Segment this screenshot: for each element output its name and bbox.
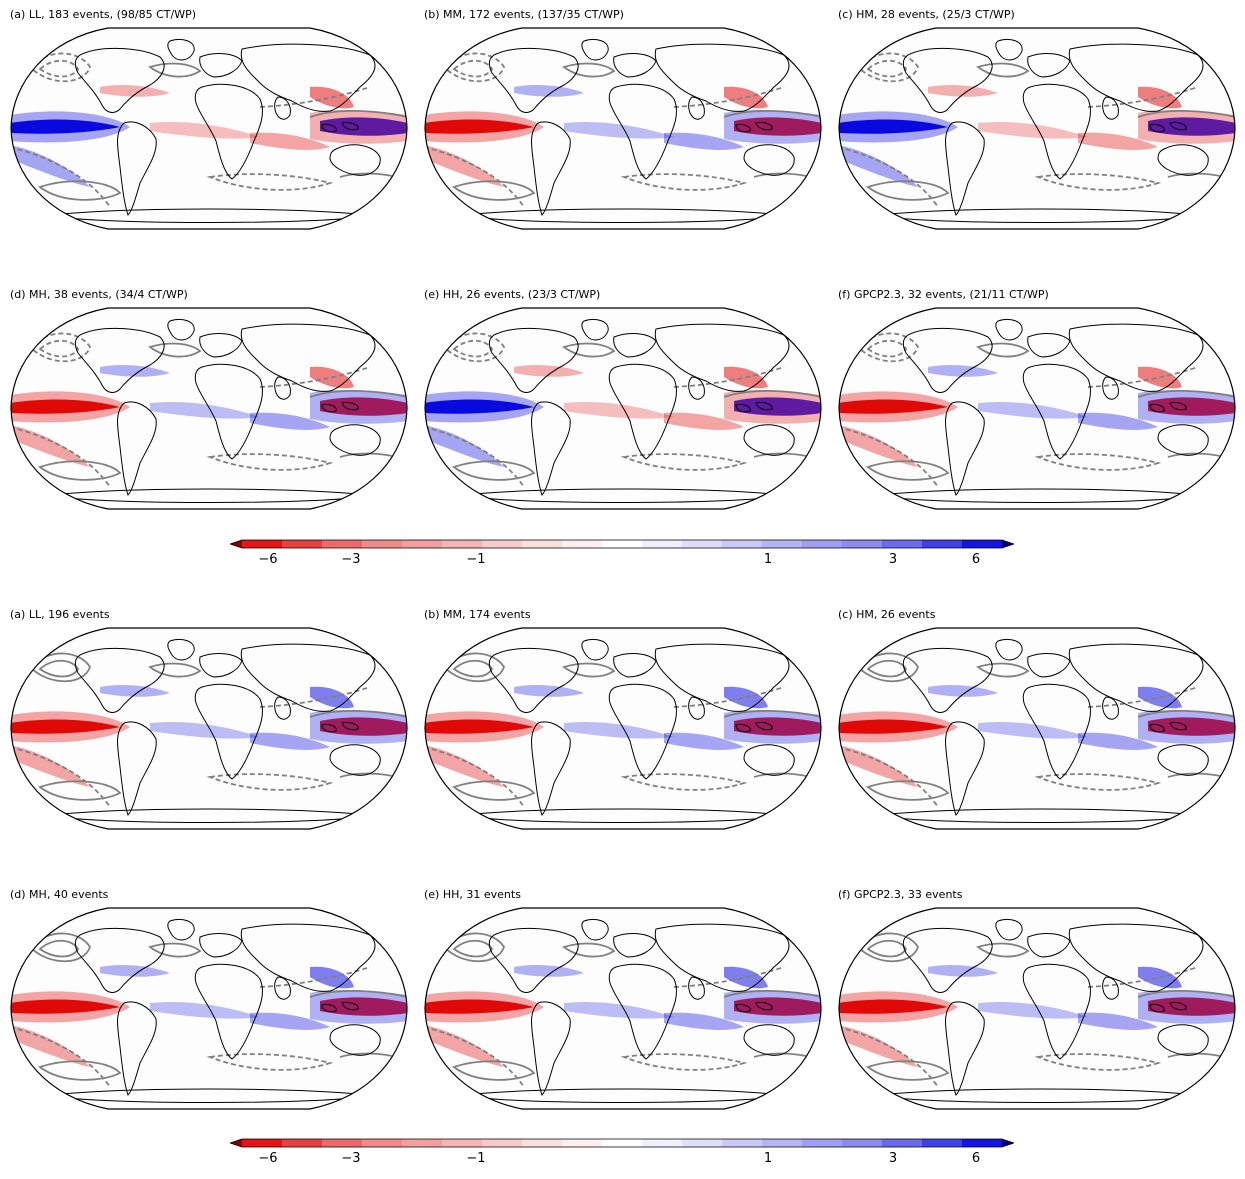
colorbar-bottom: −6 −3 −1 1 3 6	[230, 1137, 1014, 1177]
panel-title: (e) HH, 26 events, (23/3 CT/WP)	[424, 288, 601, 301]
colorbar-tick: 6	[971, 552, 981, 567]
precip-anomaly-field	[839, 308, 1235, 509]
colorbar-tick: −3	[341, 1151, 361, 1166]
world-map	[424, 907, 822, 1110]
panel-title: (b) MM, 172 events, (137/35 CT/WP)	[424, 8, 624, 21]
precip-anomaly-field	[11, 628, 407, 829]
precip-anomaly-field	[425, 628, 821, 829]
world-map	[838, 27, 1236, 230]
map-panel-bottom-d: (d) MH, 40 events	[10, 888, 410, 1110]
colorbar-gradient	[230, 539, 1014, 549]
precip-anomaly-field	[425, 908, 821, 1109]
map-panel-top-a: (a) LL, 183 events, (98/85 CT/WP)	[10, 8, 410, 230]
world-map	[838, 627, 1236, 830]
panel-title: (b) MM, 174 events	[424, 608, 531, 621]
world-map	[838, 907, 1236, 1110]
precip-anomaly-field	[425, 308, 821, 509]
colorbar-tick: −6	[258, 552, 278, 567]
panel-title: (c) HM, 28 events, (25/3 CT/WP)	[838, 8, 1015, 21]
world-map	[10, 627, 408, 830]
world-map	[10, 307, 408, 510]
colorbar-gradient	[230, 1138, 1014, 1148]
map-panel-bottom-b: (b) MM, 174 events	[424, 608, 824, 830]
precip-anomaly-field	[11, 908, 407, 1109]
colorbar-tick: −1	[466, 1151, 486, 1166]
colorbar-tick: −6	[258, 1151, 278, 1166]
map-panel-top-e: (e) HH, 26 events, (23/3 CT/WP)	[424, 288, 824, 510]
map-panel-top-d: (d) MH, 38 events, (34/4 CT/WP)	[10, 288, 410, 510]
precip-anomaly-field	[839, 28, 1235, 229]
colorbar-tick: −1	[466, 552, 486, 567]
world-map	[838, 307, 1236, 510]
colorbar-tick: 1	[763, 1151, 773, 1166]
precip-anomaly-field	[425, 28, 821, 229]
panel-title: (a) LL, 196 events	[10, 608, 110, 621]
panel-title: (c) HM, 26 events	[838, 608, 936, 621]
map-panel-top-b: (b) MM, 172 events, (137/35 CT/WP)	[424, 8, 824, 230]
precip-anomaly-field	[839, 908, 1235, 1109]
colorbar-tick: 1	[763, 552, 773, 567]
panel-title: (a) LL, 183 events, (98/85 CT/WP)	[10, 8, 197, 21]
panel-title: (f) GPCP2.3, 32 events, (21/11 CT/WP)	[838, 288, 1049, 301]
colorbar-tick: 3	[888, 552, 898, 567]
colorbar-tick: 6	[971, 1151, 981, 1166]
precip-anomaly-field	[839, 628, 1235, 829]
map-panel-bottom-e: (e) HH, 31 events	[424, 888, 824, 1110]
world-map	[424, 307, 822, 510]
map-panel-bottom-f: (f) GPCP2.3, 33 events	[838, 888, 1238, 1110]
panel-title: (e) HH, 31 events	[424, 888, 521, 901]
colorbar-tick: −3	[341, 552, 361, 567]
map-panel-top-f: (f) GPCP2.3, 32 events, (21/11 CT/WP)	[838, 288, 1238, 510]
world-map	[424, 27, 822, 230]
map-panel-bottom-c: (c) HM, 26 events	[838, 608, 1238, 830]
world-map	[10, 27, 408, 230]
map-panel-bottom-a: (a) LL, 196 events	[10, 608, 410, 830]
precip-anomaly-field	[11, 308, 407, 509]
map-panel-top-c: (c) HM, 28 events, (25/3 CT/WP)	[838, 8, 1238, 230]
panel-title: (f) GPCP2.3, 33 events	[838, 888, 963, 901]
precip-anomaly-field	[11, 28, 407, 229]
world-map	[424, 627, 822, 830]
colorbar-top: −6 −3 −1 1 3 6	[230, 538, 1014, 578]
panel-title: (d) MH, 40 events	[10, 888, 109, 901]
colorbar-tick: 3	[888, 1151, 898, 1166]
world-map	[10, 907, 408, 1110]
panel-title: (d) MH, 38 events, (34/4 CT/WP)	[10, 288, 188, 301]
